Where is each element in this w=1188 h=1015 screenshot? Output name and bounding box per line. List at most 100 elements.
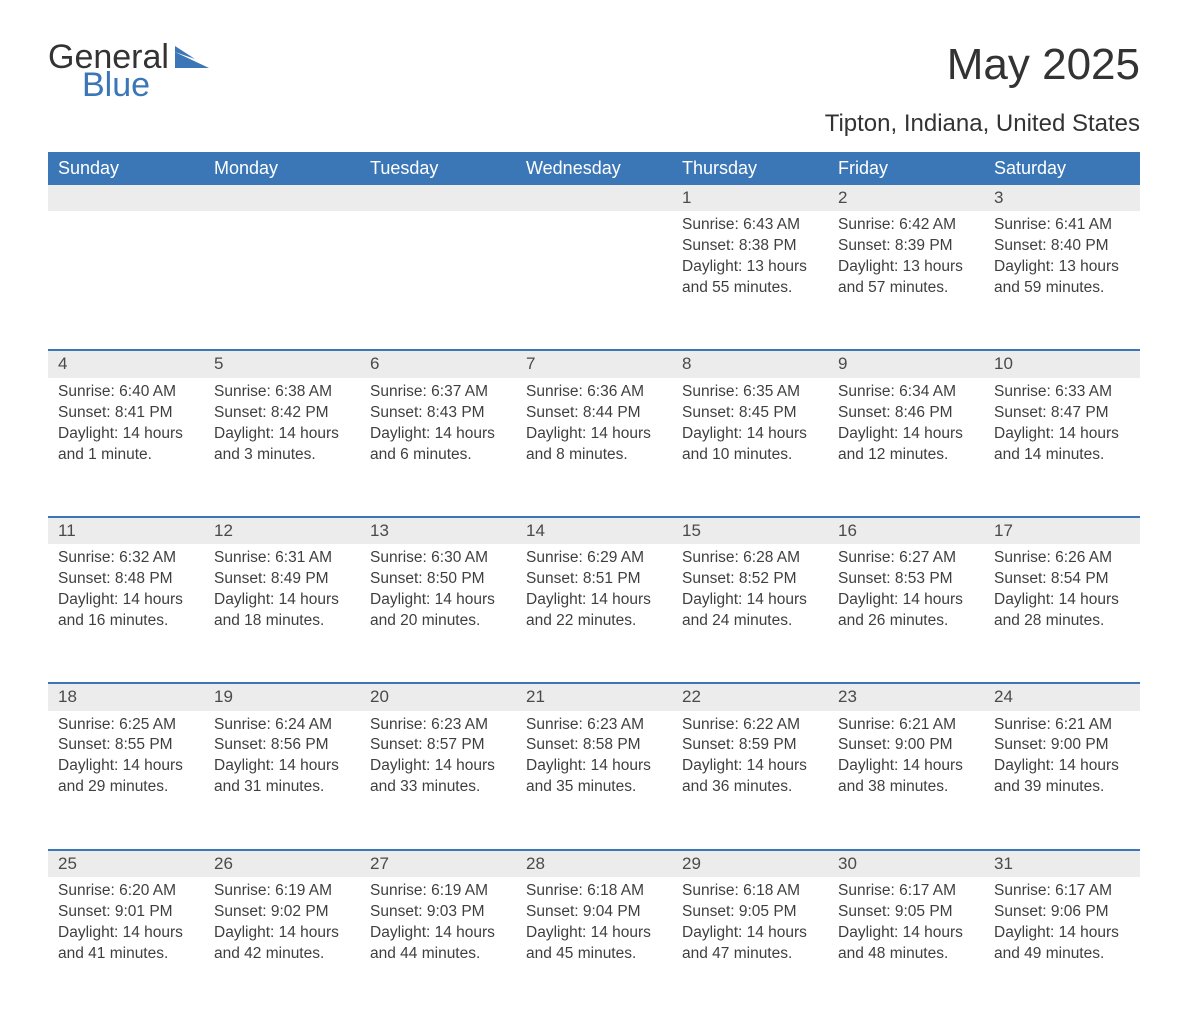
day-content: Sunrise: 6:17 AMSunset: 9:05 PMDaylight:… [828,877,984,973]
daylight-line-1: Daylight: 13 hours [838,257,974,278]
daylight-line-2: and 57 minutes. [838,278,974,299]
day-content-cell: Sunrise: 6:37 AMSunset: 8:43 PMDaylight:… [360,378,516,516]
daylight-line-2: and 33 minutes. [370,777,506,798]
sunset-line: Sunset: 8:59 PM [682,735,818,756]
day-content-cell: Sunrise: 6:41 AMSunset: 8:40 PMDaylight:… [984,211,1140,349]
sunset-line: Sunset: 8:52 PM [682,569,818,590]
sunset-line: Sunset: 9:05 PM [682,902,818,923]
sunrise-line: Sunrise: 6:18 AM [682,881,818,902]
daylight-line-2: and 36 minutes. [682,777,818,798]
sunset-line: Sunset: 8:38 PM [682,236,818,257]
day-content: Sunrise: 6:19 AMSunset: 9:02 PMDaylight:… [204,877,360,973]
daylight-line-2: and 6 minutes. [370,445,506,466]
day-content-cell: Sunrise: 6:21 AMSunset: 9:00 PMDaylight:… [984,711,1140,849]
day-number: 6 [360,349,516,377]
day-number: 23 [828,682,984,710]
sunrise-line: Sunrise: 6:17 AM [838,881,974,902]
daylight-line-2: and 1 minute. [58,445,194,466]
sunset-line: Sunset: 9:05 PM [838,902,974,923]
week-content-row: Sunrise: 6:43 AMSunset: 8:38 PM Daylight:… [48,211,1140,349]
day-number-cell: 21 [516,682,672,710]
daylight-line-2: and 59 minutes. [994,278,1130,299]
day-content-cell: Sunrise: 6:22 AMSunset: 8:59 PMDaylight:… [672,711,828,849]
day-number-cell: 24 [984,682,1140,710]
day-content: Sunrise: 6:23 AMSunset: 8:58 PMDaylight:… [516,711,672,807]
daylight-line-1: Daylight: 14 hours [682,756,818,777]
day-content: Sunrise: 6:40 AMSunset: 8:41 PMDaylight:… [48,378,204,474]
day-number-cell: 10 [984,349,1140,377]
daylight-line-1: Daylight: 14 hours [994,756,1130,777]
daylight-line-2: and 8 minutes. [526,445,662,466]
sunset-line: Sunset: 8:50 PM [370,569,506,590]
week-daynum-row: 123 [48,185,1140,211]
day-number: 29 [672,849,828,877]
daylight-line-1: Daylight: 14 hours [370,756,506,777]
week-content-row: Sunrise: 6:40 AMSunset: 8:41 PMDaylight:… [48,378,1140,516]
sunrise-line: Sunrise: 6:21 AM [994,715,1130,736]
day-number-empty [48,185,204,211]
logo: General Blue [48,40,209,102]
daylight-line-1: Daylight: 14 hours [214,756,350,777]
day-content-cell: Sunrise: 6:18 AMSunset: 9:05 PMDaylight:… [672,877,828,1015]
day-number: 15 [672,516,828,544]
day-content: Sunrise: 6:19 AMSunset: 9:03 PMDaylight:… [360,877,516,973]
day-content: Sunrise: 6:29 AMSunset: 8:51 PMDaylight:… [516,544,672,640]
sunset-line: Sunset: 9:00 PM [838,735,974,756]
sunrise-line: Sunrise: 6:24 AM [214,715,350,736]
day-number: 21 [516,682,672,710]
sunrise-line: Sunrise: 6:22 AM [682,715,818,736]
daylight-line-1: Daylight: 14 hours [994,424,1130,445]
day-number-cell: 5 [204,349,360,377]
day-number-cell: 26 [204,849,360,877]
week-daynum-row: 11121314151617 [48,516,1140,544]
header: General Blue May 2025 [48,40,1140,102]
day-number-cell: 7 [516,349,672,377]
day-number: 11 [48,516,204,544]
sunrise-line: Sunrise: 6:35 AM [682,382,818,403]
day-number: 12 [204,516,360,544]
day-number: 22 [672,682,828,710]
day-content: Sunrise: 6:42 AMSunset: 8:39 PMDaylight:… [828,211,984,307]
daylight-line-1: Daylight: 14 hours [838,590,974,611]
day-number-cell: 23 [828,682,984,710]
sunrise-line: Sunrise: 6:27 AM [838,548,974,569]
day-number-cell: 1 [672,185,828,211]
day-content-cell: Sunrise: 6:24 AMSunset: 8:56 PMDaylight:… [204,711,360,849]
sunrise-line: Sunrise: 6:26 AM [994,548,1130,569]
sunrise-line: Sunrise: 6:31 AM [214,548,350,569]
sunrise-line: Sunrise: 6:41 AM [994,215,1130,236]
day-number-cell: 28 [516,849,672,877]
daylight-line-2: and 22 minutes. [526,611,662,632]
day-number-empty [360,185,516,211]
day-content-cell [204,211,360,349]
day-number-cell: 20 [360,682,516,710]
sunrise-line: Sunrise: 6:23 AM [526,715,662,736]
daylight-line-1: Daylight: 14 hours [58,756,194,777]
week-daynum-row: 45678910 [48,349,1140,377]
day-content-cell: Sunrise: 6:36 AMSunset: 8:44 PMDaylight:… [516,378,672,516]
sunrise-line: Sunrise: 6:43 AM [682,215,818,236]
sunset-line: Sunset: 8:47 PM [994,403,1130,424]
day-content: Sunrise: 6:35 AMSunset: 8:45 PMDaylight:… [672,378,828,474]
day-content: Sunrise: 6:27 AMSunset: 8:53 PMDaylight:… [828,544,984,640]
day-number: 4 [48,349,204,377]
sunset-line: Sunset: 8:56 PM [214,735,350,756]
sunrise-line: Sunrise: 6:28 AM [682,548,818,569]
day-number-cell: 12 [204,516,360,544]
sunset-line: Sunset: 9:00 PM [994,735,1130,756]
sunrise-line: Sunrise: 6:30 AM [370,548,506,569]
daylight-line-1: Daylight: 14 hours [994,923,1130,944]
day-number: 5 [204,349,360,377]
day-content: Sunrise: 6:22 AMSunset: 8:59 PMDaylight:… [672,711,828,807]
daylight-line-1: Daylight: 14 hours [214,590,350,611]
week-content-row: Sunrise: 6:20 AMSunset: 9:01 PMDaylight:… [48,877,1140,1015]
day-content: Sunrise: 6:20 AMSunset: 9:01 PMDaylight:… [48,877,204,973]
daylight-line-2: and 26 minutes. [838,611,974,632]
daylight-line-2: and 38 minutes. [838,777,974,798]
sunset-line: Sunset: 8:43 PM [370,403,506,424]
day-content-cell: Sunrise: 6:21 AMSunset: 9:00 PMDaylight:… [828,711,984,849]
day-number-cell [516,185,672,211]
day-content: Sunrise: 6:26 AMSunset: 8:54 PMDaylight:… [984,544,1140,640]
sunrise-line: Sunrise: 6:38 AM [214,382,350,403]
daylight-line-1: Daylight: 14 hours [58,923,194,944]
